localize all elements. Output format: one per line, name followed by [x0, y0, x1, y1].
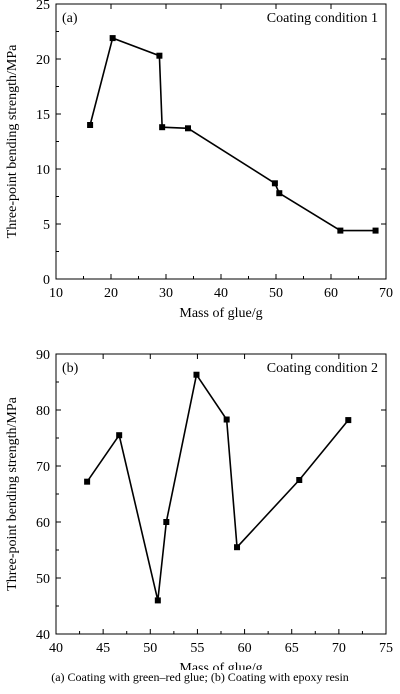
- chart-coating-condition-1: 10 20 30 40 50 60 70 0 5 10 15 20 25 Mass of glue/g Th…: [5, 0, 393, 321]
- figure-caption: (a) Coating with green–red glue; (b) Coa…: [51, 670, 349, 684]
- y-tick-label: 80: [36, 404, 50, 419]
- y-tick-label: 70: [36, 460, 50, 475]
- data-point: [337, 227, 344, 234]
- x-axis-label: Mass of glue/g: [179, 306, 262, 321]
- plot-frame: [55, 353, 387, 635]
- data-point: [234, 544, 241, 551]
- data-point: [109, 35, 116, 42]
- y-axis-label: Three-point bending strength/MPa: [5, 396, 20, 590]
- data-point: [223, 416, 230, 423]
- x-tick-label: 60: [238, 641, 252, 656]
- x-tick-label: 55: [190, 641, 204, 656]
- data-point: [84, 478, 91, 485]
- y-tick-label: 5: [43, 218, 50, 233]
- series-line: [86, 372, 349, 601]
- data-point: [159, 124, 166, 131]
- panel-label: (b): [62, 361, 79, 376]
- x-tick-label: 45: [96, 641, 110, 656]
- x-tick-label: 50: [269, 286, 283, 301]
- x-tick-label: 70: [379, 286, 393, 301]
- x-tick-label: 30: [159, 286, 173, 301]
- y-tick-label: 10: [36, 163, 50, 178]
- x-axis-label: Mass of glue/g: [179, 661, 262, 670]
- y-tick-label: 0: [43, 273, 50, 288]
- chart-coating-condition-2: 40 45 50 55 60 65 70 75 40 50 60 70 80 90 Mass of glue…: [5, 348, 393, 670]
- data-point: [116, 432, 123, 439]
- data-point: [276, 190, 283, 197]
- x-tick-label: 20: [104, 286, 118, 301]
- data-point: [185, 125, 191, 132]
- data-point: [193, 371, 200, 378]
- y-tick-label: 40: [36, 628, 50, 643]
- y-tick-label: 50: [36, 572, 50, 587]
- y-tick-label: 25: [36, 0, 50, 13]
- x-tick-label: 40: [49, 641, 63, 656]
- x-tick-label: 50: [143, 641, 157, 656]
- x-tick-label: 75: [379, 641, 393, 656]
- data-point: [345, 417, 352, 424]
- panel-label: (a): [62, 11, 78, 26]
- y-tick-label: 20: [36, 53, 50, 68]
- data-point: [271, 180, 278, 187]
- data-point: [154, 597, 161, 604]
- data-point: [163, 519, 170, 525]
- x-tick-label: 70: [332, 641, 346, 656]
- data-point: [87, 122, 94, 128]
- y-tick-label: 90: [36, 348, 50, 363]
- y-axis-label: Three-point bending strength/MPa: [5, 44, 20, 238]
- x-tick-label: 60: [324, 286, 338, 301]
- plot-frame: [55, 3, 387, 280]
- y-tick-label: 60: [36, 516, 50, 531]
- data-point: [296, 477, 303, 483]
- data-point: [156, 52, 163, 59]
- y-tick-label: 15: [36, 108, 50, 123]
- annotation-text: Coating condition 2: [267, 361, 378, 376]
- x-tick-label: 65: [285, 641, 299, 656]
- x-tick-label: 40: [214, 286, 228, 301]
- series-line: [89, 37, 376, 232]
- x-tick-label: 10: [49, 286, 63, 301]
- data-point: [372, 227, 379, 234]
- annotation-text: Coating condition 1: [267, 11, 378, 26]
